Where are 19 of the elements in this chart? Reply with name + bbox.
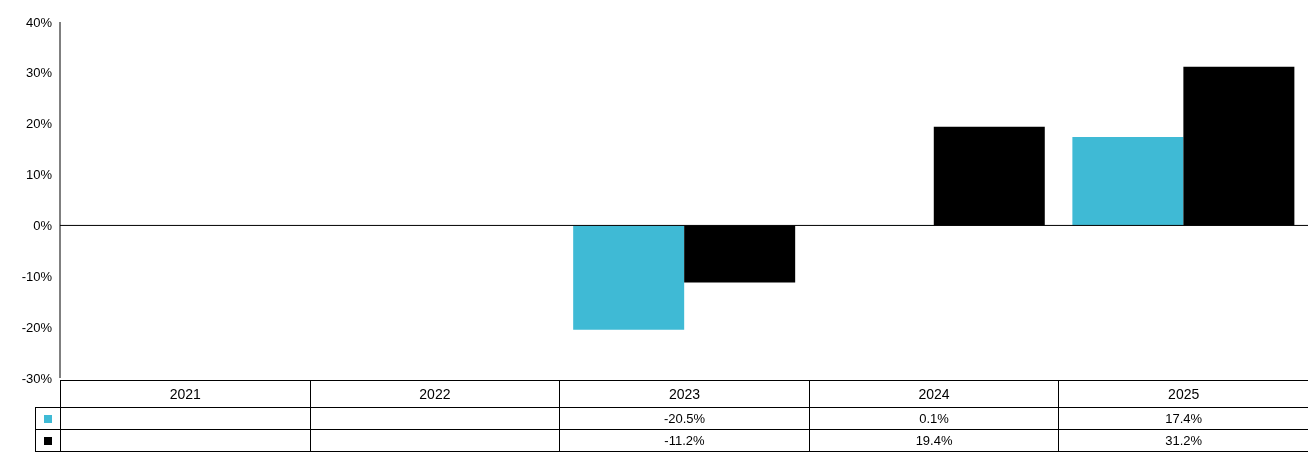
y-tick-label: 30% [25,65,53,81]
data-label: 19.4% [809,429,1059,452]
y-tick-label: -20% [21,319,53,335]
x-tick-label: 2021 [60,380,311,408]
data-label: 0.1% [809,407,1059,430]
data-label: 31.2% [1058,429,1308,452]
x-tick-label: 2025 [1058,380,1308,408]
x-tick-label: 2022 [310,380,560,408]
x-tick-label: 2023 [559,380,810,408]
y-tick-label: -30% [21,370,53,386]
data-label: -11.2% [559,429,810,452]
y-tick-label: 10% [25,167,53,183]
y-tick-label: 20% [25,116,53,132]
data-label: -20.5% [559,407,810,430]
data-label: 17.4% [1058,407,1308,430]
y-tick-label: 40% [25,14,53,30]
x-tick-label: 2024 [809,380,1059,408]
y-tick-label: -10% [21,268,53,284]
y-tick-label: 0% [33,218,53,234]
